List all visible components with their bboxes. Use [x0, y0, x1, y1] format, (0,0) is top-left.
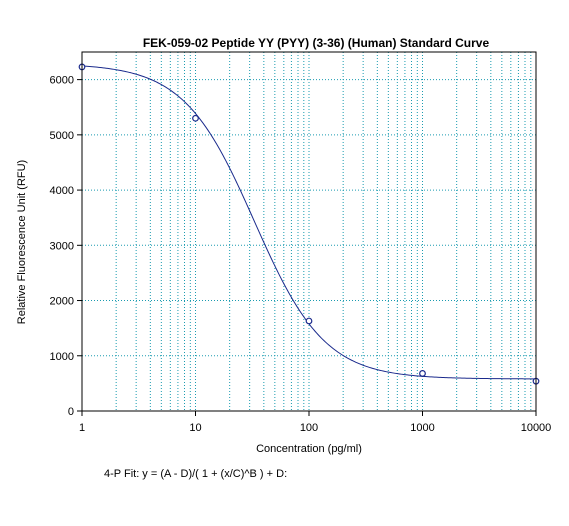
plot-frame [81, 51, 537, 412]
y-tick-label: 2000 [50, 296, 74, 308]
y-tick-label: 4000 [50, 185, 74, 197]
data-point [305, 317, 313, 325]
chart-title: FEK-059-02 Peptide YY (PYY) (3-36) (Huma… [143, 36, 490, 50]
x-axis-label: Concentration (pg/ml) [256, 443, 362, 455]
x-tick-label: 10000 [521, 422, 552, 434]
data-point [192, 114, 199, 122]
x-tick-label: 100 [300, 422, 318, 434]
y-tick-label: 6000 [50, 75, 74, 87]
y-axis-ticks: 0 1000 2000 3000 4000 5000 6000 [50, 75, 82, 418]
x-tick-label: 10 [189, 422, 201, 434]
y-tick-label: 0 [68, 406, 74, 418]
y-tick-label: 3000 [50, 240, 74, 252]
x-tick-label: 1000 [410, 422, 434, 434]
grid-lines [82, 52, 536, 411]
data-point [419, 370, 426, 377]
y-tick-label: 5000 [50, 130, 74, 142]
fit-equation: 4-P Fit: y = (A - D)/( 1 + (x/C)^B ) + D… [104, 468, 287, 480]
y-axis-label: Relative Fluorescence Unit (RFU) [16, 160, 28, 324]
x-axis-ticks: 1 10 100 1000 10000 [79, 411, 551, 434]
x-tick-label: 1 [79, 422, 85, 434]
y-tick-label: 1000 [50, 351, 74, 363]
